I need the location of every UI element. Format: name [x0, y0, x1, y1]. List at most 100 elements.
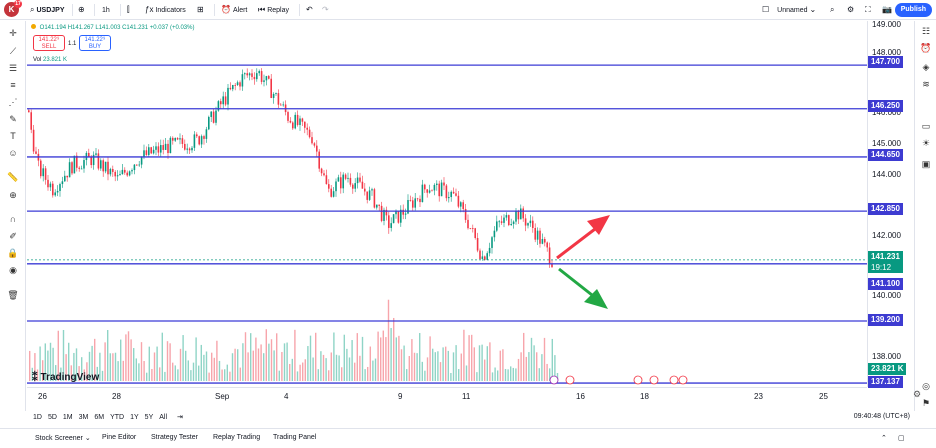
buy-button[interactable]: 141.22⁹ BUY	[79, 35, 111, 51]
volume-bar	[445, 346, 447, 381]
object-tree-icon[interactable]: ◈	[922, 62, 930, 72]
level-label[interactable]: 147.700	[868, 56, 903, 68]
pencil-lock-icon[interactable]: ✐	[9, 231, 17, 241]
price-axis[interactable]: 149.000 148.000 146.000 145.000 144.000 …	[867, 20, 914, 388]
price-chart-canvas[interactable]	[27, 21, 867, 387]
chart-pane[interactable]	[27, 21, 867, 387]
candle-body	[433, 184, 436, 191]
undo-button[interactable]: ↶	[306, 4, 313, 16]
calendar-icon[interactable]: ▣	[921, 159, 931, 169]
emoji-icon[interactable]: ☺	[8, 148, 18, 158]
range-5y[interactable]: 5Y	[144, 413, 154, 421]
fib-icon[interactable]: ≡	[10, 80, 16, 90]
volume-bar	[169, 343, 171, 381]
level-label[interactable]: 144.650	[868, 149, 903, 161]
templates-button[interactable]: ⊞	[197, 4, 204, 16]
collapse-panel-icon[interactable]: ⌃	[881, 435, 887, 442]
range-1m[interactable]: 1M	[62, 413, 73, 421]
avatar-letter: K	[8, 5, 15, 14]
notifications-icon[interactable]: ⚑	[921, 398, 931, 408]
volume-bar	[390, 327, 392, 381]
tab-stock-screener[interactable]: Stock Screener ⌄	[35, 434, 91, 442]
alerts-icon[interactable]: ⏰	[920, 43, 932, 53]
trend-line-icon[interactable]: ⟋	[9, 46, 17, 56]
brush-icon[interactable]: ✎	[9, 114, 17, 124]
volume-bar	[52, 347, 54, 381]
redo-button[interactable]: ↷	[322, 4, 329, 16]
volume-bar	[434, 352, 436, 381]
settings-button[interactable]: ⚙	[847, 4, 854, 16]
layout-button[interactable]: ☐ Unnamed ⌄	[762, 4, 816, 16]
publish-button[interactable]: Publish	[894, 3, 932, 17]
volume-bar	[200, 344, 202, 381]
volume-bar	[439, 362, 442, 381]
crosshair-icon[interactable]: ✛	[9, 28, 17, 38]
tab-replay-trading[interactable]: Replay Trading	[213, 434, 261, 441]
time-axis[interactable]: 26 28 Sep 4 9 11 16 18 23 25	[27, 387, 867, 407]
zoom-icon[interactable]: ⊕	[9, 190, 17, 200]
level-label[interactable]: 139.200	[868, 314, 903, 326]
tab-strategy-tester[interactable]: Strategy Tester	[151, 434, 198, 441]
candle-body	[366, 191, 368, 200]
candle-body	[368, 190, 371, 200]
trash-icon[interactable]: 🗑	[7, 290, 19, 300]
volume-bar	[348, 357, 351, 381]
level-label[interactable]: 137.137	[868, 376, 903, 388]
chevron-down-icon: ⌄	[809, 5, 817, 14]
user-avatar[interactable]: K 17	[4, 0, 22, 17]
candle-body	[445, 185, 448, 199]
volume-bar	[101, 370, 104, 381]
range-5d[interactable]: 5D	[47, 413, 57, 421]
ruler-icon[interactable]: 📏	[7, 172, 19, 182]
volume-bar	[549, 368, 551, 381]
snapshot-button[interactable]: 📷	[882, 4, 892, 16]
volume-bar	[39, 346, 41, 381]
layers-icon[interactable]: ≋	[922, 79, 930, 89]
replay-button[interactable]: ⏮ Replay	[258, 4, 289, 16]
indicators-button[interactable]: ƒx Indicators	[145, 4, 186, 16]
level-label[interactable]: 146.250	[868, 100, 903, 112]
clock-timezone[interactable]: 09:40:48 (UTC+8)	[853, 413, 910, 420]
chat-icon[interactable]: ▭	[921, 121, 931, 131]
lock-icon[interactable]: 🔒	[7, 248, 19, 258]
range-ytd[interactable]: YTD	[110, 413, 125, 421]
text-icon[interactable]: T	[10, 131, 16, 141]
ideas-icon[interactable]: ☀	[921, 138, 931, 148]
interval-button[interactable]: 1h	[102, 4, 110, 16]
range-1y[interactable]: 1Y	[130, 413, 139, 421]
volume-bar	[471, 334, 473, 381]
horizontal-lines-icon[interactable]: ☰	[8, 63, 18, 73]
sell-button[interactable]: 141.22⁹ SELL	[33, 35, 65, 51]
range-1d[interactable]: 1D	[33, 413, 42, 421]
time-tick: 25	[819, 392, 828, 401]
level-label[interactable]: 142.850	[868, 203, 903, 215]
axis-settings-icon[interactable]: ⚙	[913, 389, 922, 399]
quick-search-button[interactable]: ⌕	[830, 4, 834, 16]
volume-bar	[335, 354, 338, 381]
range-6m[interactable]: 6M	[94, 413, 105, 421]
symbol-search-button[interactable]: ⌕ USDJPY	[30, 4, 65, 16]
divider	[214, 4, 215, 16]
compare-button[interactable]: ⊕	[78, 4, 85, 16]
tradingview-watermark: ⁑ TradingView	[32, 371, 99, 384]
magnet-icon[interactable]: ∩	[9, 214, 17, 224]
range-3m[interactable]: 3M	[78, 413, 89, 421]
pattern-icon[interactable]: ⋰	[8, 97, 18, 107]
volume-bar	[140, 342, 143, 381]
tab-pine-editor[interactable]: Pine Editor	[102, 434, 137, 441]
candle-body	[316, 145, 318, 152]
fullscreen-button[interactable]: ⛶	[865, 4, 871, 16]
range-all[interactable]: All	[159, 413, 168, 421]
watchlist-icon[interactable]: ☷	[921, 26, 931, 36]
goto-date-icon[interactable]: ⇥	[177, 414, 183, 421]
level-label[interactable]: 141.100	[868, 278, 903, 290]
candle-body	[80, 168, 83, 170]
chart-type-button[interactable]: ⫿	[127, 4, 130, 16]
help-icon[interactable]: ◎	[922, 381, 930, 391]
maximize-panel-icon[interactable]: ▢	[898, 435, 905, 442]
eye-icon[interactable]: ◉	[9, 265, 17, 275]
alert-button[interactable]: ⏰ Alert	[221, 4, 247, 16]
volume-bar	[120, 339, 122, 381]
tab-trading-panel[interactable]: Trading Panel	[273, 434, 317, 441]
volume-bar	[286, 342, 288, 381]
